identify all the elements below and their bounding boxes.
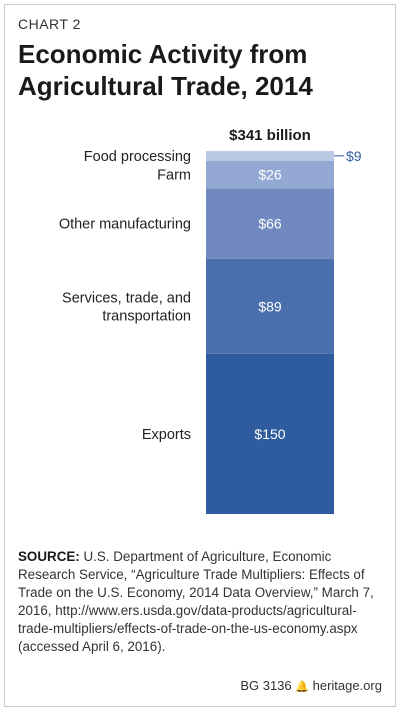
- site-name: heritage.org: [312, 678, 382, 693]
- source-note: SOURCE: U.S. Department of Agriculture, …: [18, 548, 388, 656]
- chart-frame: [4, 4, 396, 707]
- bar-segment-services-trade-and-transportation: [206, 258, 334, 354]
- source-prefix: SOURCE:: [18, 549, 80, 564]
- value-label-exports: $150: [254, 426, 285, 442]
- source-text: U.S. Department of Agriculture, Economic…: [18, 549, 374, 654]
- value-label-other-manufacturing: $66: [258, 216, 282, 232]
- chart-number: CHART 2: [18, 16, 81, 32]
- category-label-farm: Farm: [157, 168, 191, 184]
- value-label-services-trade-and-transportation: $89: [258, 298, 282, 314]
- stacked-bar-chart: $341 billion $150 Exports $89 Services, trad…: [59, 127, 362, 514]
- bar-segment-exports: [206, 353, 334, 514]
- value-label-food-processing: $9: [346, 148, 362, 164]
- category-label-food-processing: Food processing: [84, 149, 191, 165]
- category-label-other-manufacturing: Other manufacturing: [59, 217, 191, 233]
- bar-segment-other-manufacturing: [206, 188, 334, 259]
- category-label-services-trade-and-transportation: Services, trade, and transportation: [62, 290, 191, 324]
- total-label: $341 billion: [229, 127, 311, 144]
- bar-segment-farm: [206, 160, 334, 189]
- value-label-farm: $26: [258, 167, 282, 183]
- report-id: BG 3136: [240, 678, 292, 693]
- bar-segment-food-processing: [206, 151, 334, 161]
- chart-title: Economic Activity from Agricultural Trad…: [18, 39, 313, 101]
- footer: BG 3136 🔔 heritage.org: [240, 678, 382, 693]
- category-label-exports: Exports: [142, 427, 191, 443]
- liberty-bell-icon: 🔔: [295, 681, 309, 693]
